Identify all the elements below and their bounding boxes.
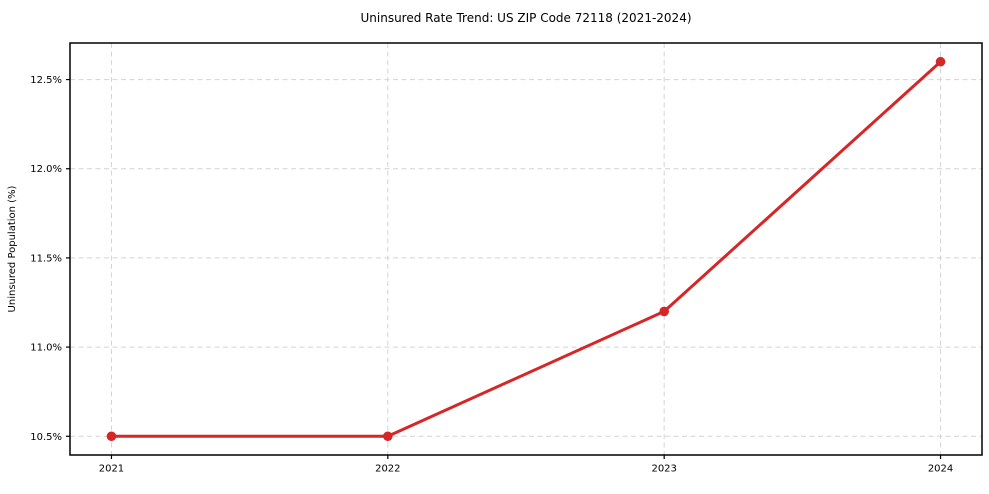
data-point xyxy=(383,431,393,442)
data-series xyxy=(106,56,946,442)
trend-line xyxy=(109,60,943,438)
y-tick-label: 10.5% xyxy=(30,432,62,443)
y-tick-label: 12.0% xyxy=(30,164,62,175)
plot-border xyxy=(69,42,983,456)
y-tick-label: 11.0% xyxy=(30,343,62,354)
x-tick-label: 2023 xyxy=(651,464,676,475)
x-tick-label: 2024 xyxy=(928,464,953,475)
axis-tick-labels: 2021 2022 2023 2024 10.5% 11.0% 11.5% 12.0% 12.5… xyxy=(30,75,953,474)
y-tick-label: 11.5% xyxy=(30,253,62,264)
y-tick-label: 12.5% xyxy=(30,75,62,86)
data-point xyxy=(935,56,946,67)
data-point xyxy=(659,306,669,317)
chart-title: Uninsured Rate Trend: US ZIP Code 72118 … xyxy=(360,11,691,25)
axis-tick-marks xyxy=(66,78,942,459)
x-tick-label: 2022 xyxy=(375,464,400,475)
data-point xyxy=(106,431,117,442)
gridlines xyxy=(70,43,982,455)
y-axis-label: Uninsured Population (%) xyxy=(7,185,18,312)
x-tick-label: 2021 xyxy=(99,464,124,475)
